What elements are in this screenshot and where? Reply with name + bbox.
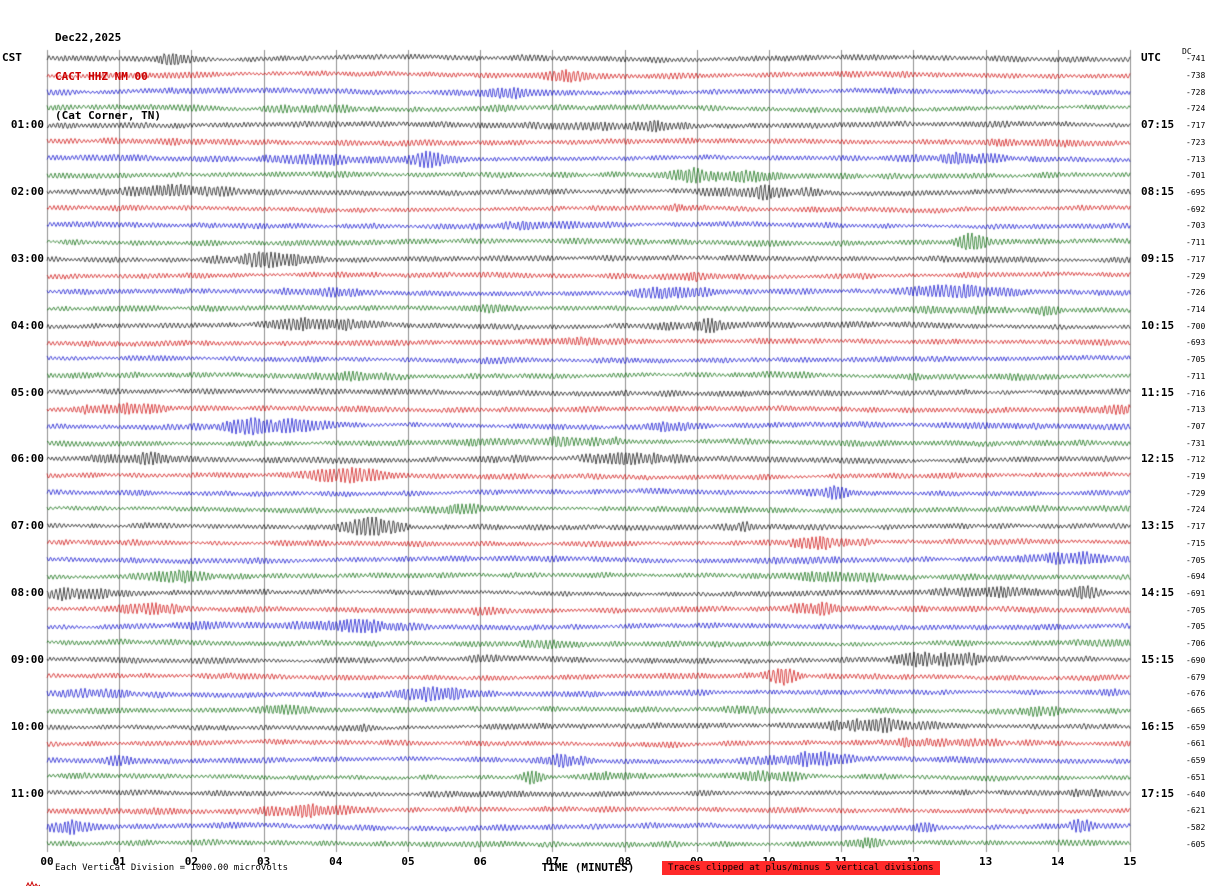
right-axis-tz-header: UTC	[1141, 51, 1161, 65]
row-dc-value: -731	[1186, 438, 1206, 448]
row-cst-label: 01:00	[10, 118, 44, 132]
row-dc-value: -713	[1186, 154, 1206, 164]
row-dc-value: -659	[1186, 722, 1206, 732]
row-dc-value: -703	[1186, 221, 1206, 231]
row-cst-label: 09:00	[10, 652, 44, 666]
dc-header: DC	[1182, 47, 1192, 56]
row-utc-label: 07:15	[1141, 118, 1175, 132]
row-dc-value: -659	[1186, 756, 1206, 766]
row-utc-label: 09:15	[1141, 251, 1175, 265]
row-dc-value: -724	[1186, 104, 1206, 114]
row-cst-label: 11:00	[10, 786, 44, 800]
row-cst-label: 07:00	[10, 519, 44, 533]
row-dc-value: -707	[1186, 421, 1206, 431]
row-dc-value: -700	[1186, 321, 1206, 331]
plot-header: Dec22,2025 CACT HHZ NM 00 (Cat Corner, T…	[55, 5, 161, 148]
x-tick-label: 15	[1123, 855, 1137, 868]
row-dc-value: -693	[1186, 338, 1206, 348]
row-dc-value: -716	[1186, 388, 1206, 398]
row-dc-value: -695	[1186, 188, 1206, 198]
row-dc-value: -582	[1186, 822, 1206, 832]
signature-squiggle-icon	[25, 874, 41, 886]
row-utc-label: 10:15	[1141, 318, 1175, 332]
row-dc-value: -705	[1186, 605, 1206, 615]
row-utc-label: 15:15	[1141, 652, 1175, 666]
row-dc-value: -605	[1186, 839, 1206, 849]
row-dc-value: -712	[1186, 455, 1206, 465]
row-dc-value: -717	[1186, 121, 1206, 131]
row-dc-value: -729	[1186, 488, 1206, 498]
row-cst-label: 10:00	[10, 719, 44, 733]
row-cst-label: 06:00	[10, 452, 44, 466]
row-cst-label: 05:00	[10, 385, 44, 399]
x-tick-label: 01	[112, 855, 126, 868]
row-dc-value: -691	[1186, 589, 1206, 599]
x-axis-title: TIME (MINUTES)	[541, 861, 635, 874]
row-utc-label: 13:15	[1141, 519, 1175, 533]
row-dc-value: -738	[1186, 71, 1206, 81]
row-dc-value: -651	[1186, 772, 1206, 782]
x-tick-label: 05	[401, 855, 415, 868]
row-utc-label: 14:15	[1141, 586, 1175, 600]
x-tick-label: 08	[617, 855, 632, 868]
row-dc-value: -665	[1186, 705, 1206, 715]
row-dc-value: -676	[1186, 689, 1206, 699]
row-dc-value: -711	[1186, 238, 1206, 248]
row-dc-value: -692	[1186, 204, 1206, 214]
x-tick-label: 02	[184, 855, 199, 868]
x-tick-label: 14	[1051, 855, 1065, 868]
row-dc-value: -694	[1186, 572, 1206, 582]
row-dc-value: -717	[1186, 254, 1206, 264]
x-tick-label: 00	[40, 855, 54, 868]
row-dc-value: -715	[1186, 538, 1206, 548]
row-dc-value: -729	[1186, 271, 1206, 281]
header-station-code: CACT HHZ NM 00	[55, 70, 148, 83]
row-dc-value: -705	[1186, 622, 1206, 632]
row-cst-label: 08:00	[10, 586, 44, 600]
row-dc-value: -640	[1186, 789, 1206, 799]
row-dc-value: -714	[1186, 304, 1206, 314]
row-utc-label: 12:15	[1141, 452, 1175, 466]
row-cst-label: 03:00	[10, 251, 44, 265]
row-dc-value: -717	[1186, 522, 1206, 532]
row-dc-value: -706	[1186, 639, 1206, 649]
clipping-caption: Traces clipped at plus/minus 5 vertical …	[662, 861, 940, 875]
row-utc-label: 11:15	[1141, 385, 1175, 399]
row-dc-value: -621	[1186, 806, 1206, 816]
x-tick-label: 03	[256, 855, 271, 868]
x-tick-label: 06	[473, 855, 487, 868]
row-dc-value: -741	[1186, 54, 1206, 64]
row-dc-value: -713	[1186, 405, 1206, 415]
row-dc-value: -705	[1186, 555, 1206, 565]
row-dc-value: -728	[1186, 87, 1206, 97]
row-dc-value: -679	[1186, 672, 1206, 682]
row-dc-value: -701	[1186, 171, 1206, 181]
header-station-location: (Cat Corner, TN)	[55, 109, 161, 122]
row-utc-label: 08:15	[1141, 185, 1175, 199]
row-dc-value: -711	[1186, 371, 1206, 381]
row-utc-label: 16:15	[1141, 719, 1175, 733]
row-dc-value: -705	[1186, 355, 1206, 365]
vertical-division-caption: Each Vertical Division = 1000.00 microvo…	[55, 863, 288, 873]
header-date: Dec22,2025	[55, 31, 122, 44]
row-cst-label: 04:00	[10, 318, 44, 332]
row-cst-label: 02:00	[10, 185, 44, 199]
row-utc-label: 17:15	[1141, 786, 1175, 800]
row-dc-value: -723	[1186, 137, 1206, 147]
left-axis-tz-header: CST	[2, 51, 22, 65]
x-tick-label: 13	[978, 855, 993, 868]
row-dc-value: -724	[1186, 505, 1206, 515]
row-dc-value: -661	[1186, 739, 1206, 749]
x-tick-label: 07	[545, 855, 560, 868]
row-dc-value: -726	[1186, 288, 1206, 298]
x-tick-label: 04	[329, 855, 343, 868]
row-dc-value: -719	[1186, 472, 1206, 482]
row-dc-value: -690	[1186, 655, 1206, 665]
